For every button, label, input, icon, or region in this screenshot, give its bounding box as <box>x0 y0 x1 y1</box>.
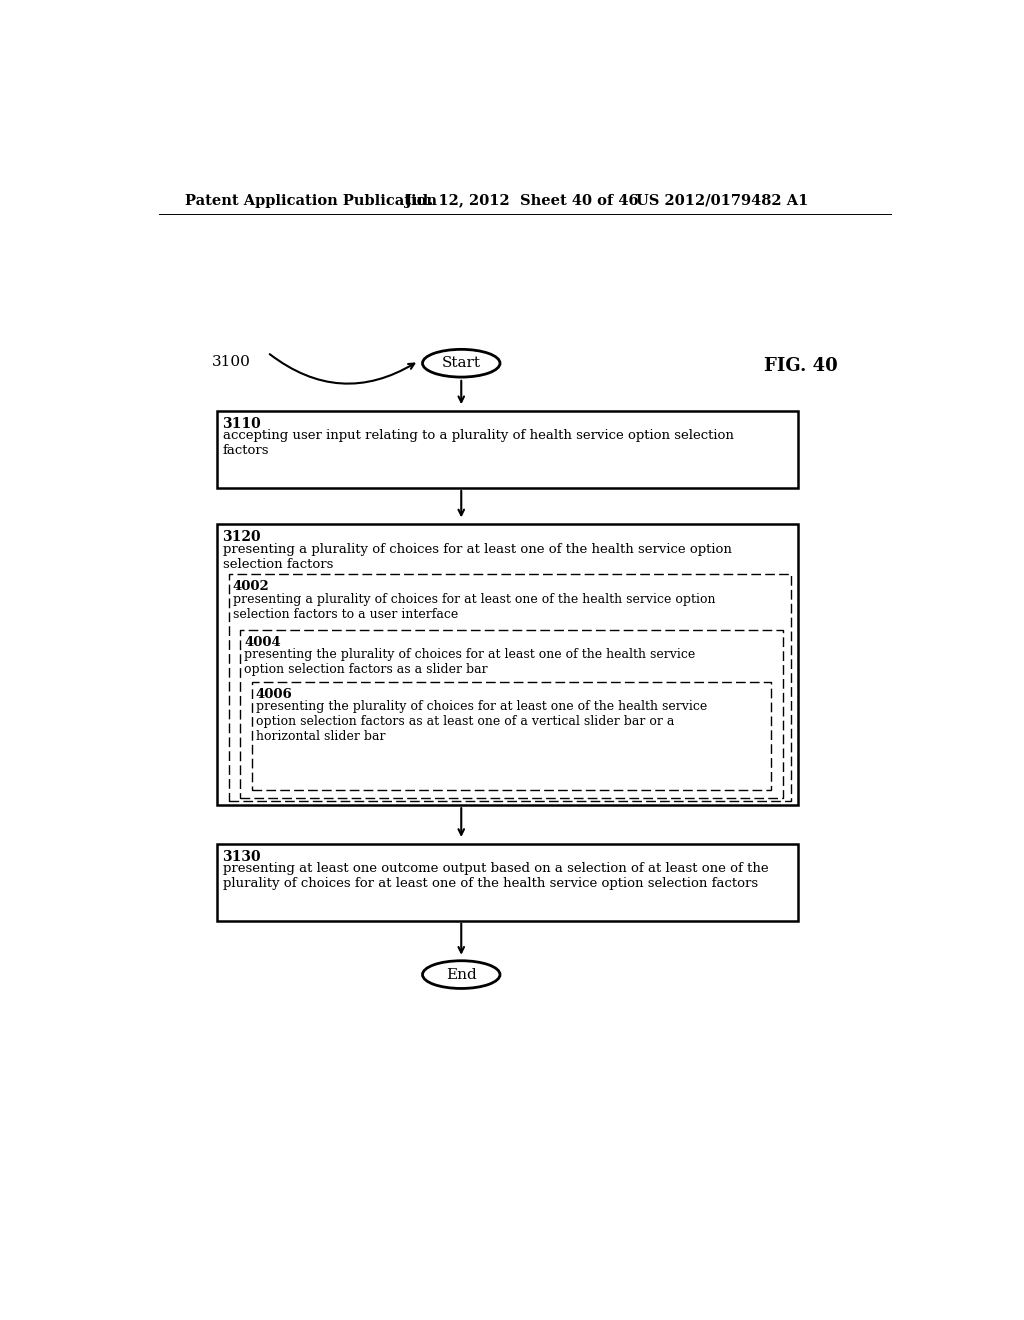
Text: End: End <box>445 968 476 982</box>
Bar <box>217 411 799 488</box>
Text: 4006: 4006 <box>256 688 293 701</box>
Bar <box>217 524 799 805</box>
Bar <box>217 843 799 921</box>
Text: Start: Start <box>441 356 480 370</box>
Text: presenting the plurality of choices for at least one of the health service
optio: presenting the plurality of choices for … <box>245 648 695 676</box>
Text: Patent Application Publication: Patent Application Publication <box>184 194 436 207</box>
Text: US 2012/0179482 A1: US 2012/0179482 A1 <box>636 194 808 207</box>
Bar <box>228 574 791 801</box>
Text: 3110: 3110 <box>222 417 261 432</box>
Text: FIG. 40: FIG. 40 <box>764 358 838 375</box>
Bar <box>241 630 783 797</box>
Text: presenting a plurality of choices for at least one of the health service option
: presenting a plurality of choices for at… <box>222 543 731 570</box>
Bar <box>252 682 771 789</box>
Text: 4004: 4004 <box>245 636 281 649</box>
Text: 3120: 3120 <box>222 531 261 544</box>
Text: 4002: 4002 <box>232 581 269 594</box>
Text: presenting the plurality of choices for at least one of the health service
optio: presenting the plurality of choices for … <box>256 701 708 743</box>
Text: 3130: 3130 <box>222 850 261 863</box>
Text: 3100: 3100 <box>212 355 251 370</box>
Text: accepting user input relating to a plurality of health service option selection
: accepting user input relating to a plura… <box>222 429 733 458</box>
Text: Jul. 12, 2012  Sheet 40 of 46: Jul. 12, 2012 Sheet 40 of 46 <box>406 194 639 207</box>
Text: presenting at least one outcome output based on a selection of at least one of t: presenting at least one outcome output b… <box>222 862 768 890</box>
Text: presenting a plurality of choices for at least one of the health service option
: presenting a plurality of choices for at… <box>232 593 715 620</box>
